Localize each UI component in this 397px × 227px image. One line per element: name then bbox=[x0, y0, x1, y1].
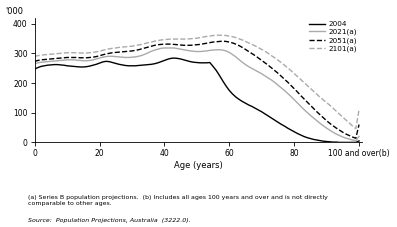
2004 bbox=[337, 141, 342, 144]
Line: 2051(a): 2051(a) bbox=[35, 41, 359, 138]
2101(a) bbox=[32, 55, 37, 58]
2051(a) bbox=[220, 40, 225, 42]
2004 bbox=[172, 57, 177, 59]
2004 bbox=[114, 62, 118, 65]
2021(a) bbox=[32, 62, 37, 65]
2051(a) bbox=[230, 42, 235, 44]
2021(a) bbox=[279, 86, 283, 89]
2101(a) bbox=[279, 61, 283, 64]
2021(a) bbox=[262, 74, 267, 77]
2051(a) bbox=[55, 57, 60, 60]
2051(a) bbox=[262, 62, 267, 64]
2051(a) bbox=[279, 75, 283, 78]
2004 bbox=[185, 59, 189, 62]
2004 bbox=[262, 113, 267, 115]
Line: 2004: 2004 bbox=[35, 58, 359, 142]
X-axis label: Age (years): Age (years) bbox=[174, 161, 223, 170]
2004 bbox=[279, 123, 283, 126]
2051(a) bbox=[181, 44, 186, 47]
Legend: 2004, 2021(a), 2051(a), 2101(a): 2004, 2021(a), 2051(a), 2101(a) bbox=[307, 19, 358, 54]
2004 bbox=[32, 68, 37, 70]
2004 bbox=[230, 93, 235, 95]
2021(a) bbox=[357, 135, 361, 138]
2021(a) bbox=[353, 139, 358, 142]
2101(a) bbox=[181, 38, 186, 40]
2101(a) bbox=[55, 52, 60, 55]
2051(a) bbox=[353, 137, 358, 140]
2101(a) bbox=[262, 50, 267, 53]
Text: Source:  Population Projections, Australia  (3222.0).: Source: Population Projections, Australi… bbox=[28, 218, 191, 223]
2051(a) bbox=[357, 123, 361, 126]
Line: 2021(a): 2021(a) bbox=[35, 48, 359, 141]
2004 bbox=[55, 63, 60, 66]
Line: 2101(a): 2101(a) bbox=[35, 35, 359, 129]
2004 bbox=[357, 140, 361, 142]
2101(a) bbox=[114, 47, 118, 49]
2021(a) bbox=[185, 49, 189, 52]
2051(a) bbox=[32, 60, 37, 63]
Text: (a) Series B population projections.  (b) Includes all ages 100 years and over a: (a) Series B population projections. (b)… bbox=[28, 195, 328, 206]
Text: '000: '000 bbox=[5, 7, 23, 16]
2101(a) bbox=[230, 35, 235, 38]
2021(a) bbox=[162, 47, 167, 49]
2051(a) bbox=[114, 51, 118, 54]
2021(a) bbox=[114, 55, 118, 58]
2021(a) bbox=[230, 53, 235, 56]
2021(a) bbox=[55, 59, 60, 62]
2101(a) bbox=[214, 34, 219, 37]
2101(a) bbox=[353, 127, 358, 130]
2101(a) bbox=[357, 108, 361, 111]
